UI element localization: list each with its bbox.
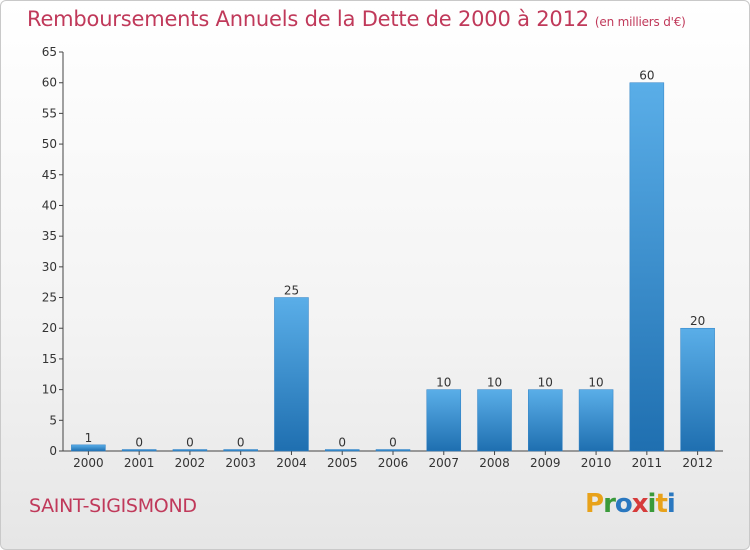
bar-value-label: 20 <box>690 314 705 328</box>
title-text: Remboursements Annuels de la Dette de 20… <box>27 7 589 31</box>
bar <box>680 327 715 452</box>
x-tick-label: 2008 <box>479 456 510 470</box>
x-tick-label: 2010 <box>581 456 612 470</box>
x-tick-label: 2002 <box>175 456 206 470</box>
y-tick-label: 0 <box>49 444 57 458</box>
logo-letter: i <box>647 489 657 519</box>
logo-letter: P <box>585 489 604 519</box>
bar-value-label: 10 <box>588 376 603 390</box>
x-tick-label: 2003 <box>225 456 256 470</box>
y-tick-label: 60 <box>42 76 57 90</box>
bar <box>324 449 360 452</box>
bar-value-label: 10 <box>436 376 451 390</box>
x-tick-label: 2012 <box>682 456 713 470</box>
logo-letter: r <box>603 489 616 519</box>
y-tick-label: 45 <box>42 168 57 182</box>
x-tick-label: 2007 <box>428 456 459 470</box>
bar <box>375 449 411 452</box>
bar-value-label: 25 <box>284 284 299 298</box>
bar <box>172 449 208 452</box>
y-tick-label: 40 <box>42 198 57 212</box>
bar-value-label: 0 <box>135 436 143 450</box>
logo-letter: o <box>614 489 633 519</box>
bar <box>223 449 258 452</box>
bar-value-label: 0 <box>338 436 346 450</box>
logo-letter: t <box>655 489 667 519</box>
logo-letter: x <box>631 489 649 519</box>
unit-text: (en milliers d'€) <box>594 15 686 29</box>
logo-letter: i <box>666 489 676 519</box>
chart-title: Remboursements Annuels de la Dette de 20… <box>27 7 686 31</box>
y-tick-label: 55 <box>42 106 57 120</box>
bar <box>121 449 157 452</box>
y-tick-label: 50 <box>42 137 57 151</box>
bar <box>528 389 563 452</box>
bar-value-label: 60 <box>639 69 654 83</box>
bar <box>477 389 512 452</box>
bar <box>71 444 106 452</box>
commune-name: SAINT-SIGISMOND <box>29 495 197 517</box>
bar <box>629 82 665 452</box>
x-tick-label: 2009 <box>530 456 561 470</box>
y-tick-label: 15 <box>42 352 57 366</box>
y-tick-label: 25 <box>42 291 57 305</box>
bar <box>274 297 309 452</box>
y-tick-label: 5 <box>49 413 57 427</box>
bar-value-label: 1 <box>85 431 93 445</box>
x-tick-label: 2006 <box>378 456 409 470</box>
bar-value-label: 0 <box>389 436 397 450</box>
bar-value-label: 0 <box>186 436 194 450</box>
bar-value-label: 0 <box>237 436 245 450</box>
y-tick-label: 65 <box>42 45 57 59</box>
y-tick-label: 35 <box>42 229 57 243</box>
bar <box>578 389 614 452</box>
x-tick-label: 2011 <box>632 456 663 470</box>
bar-value-label: 10 <box>538 376 553 390</box>
x-tick-label: 2004 <box>276 456 307 470</box>
y-tick-label: 10 <box>42 383 57 397</box>
x-tick-label: 2000 <box>73 456 104 470</box>
bar-value-label: 10 <box>487 376 502 390</box>
x-tick-label: 2001 <box>124 456 155 470</box>
proxiti-logo: Proxiti <box>585 489 676 519</box>
bar <box>426 389 462 452</box>
y-tick-label: 20 <box>42 321 57 335</box>
x-tick-label: 2005 <box>327 456 358 470</box>
y-tick-label: 30 <box>42 260 57 274</box>
